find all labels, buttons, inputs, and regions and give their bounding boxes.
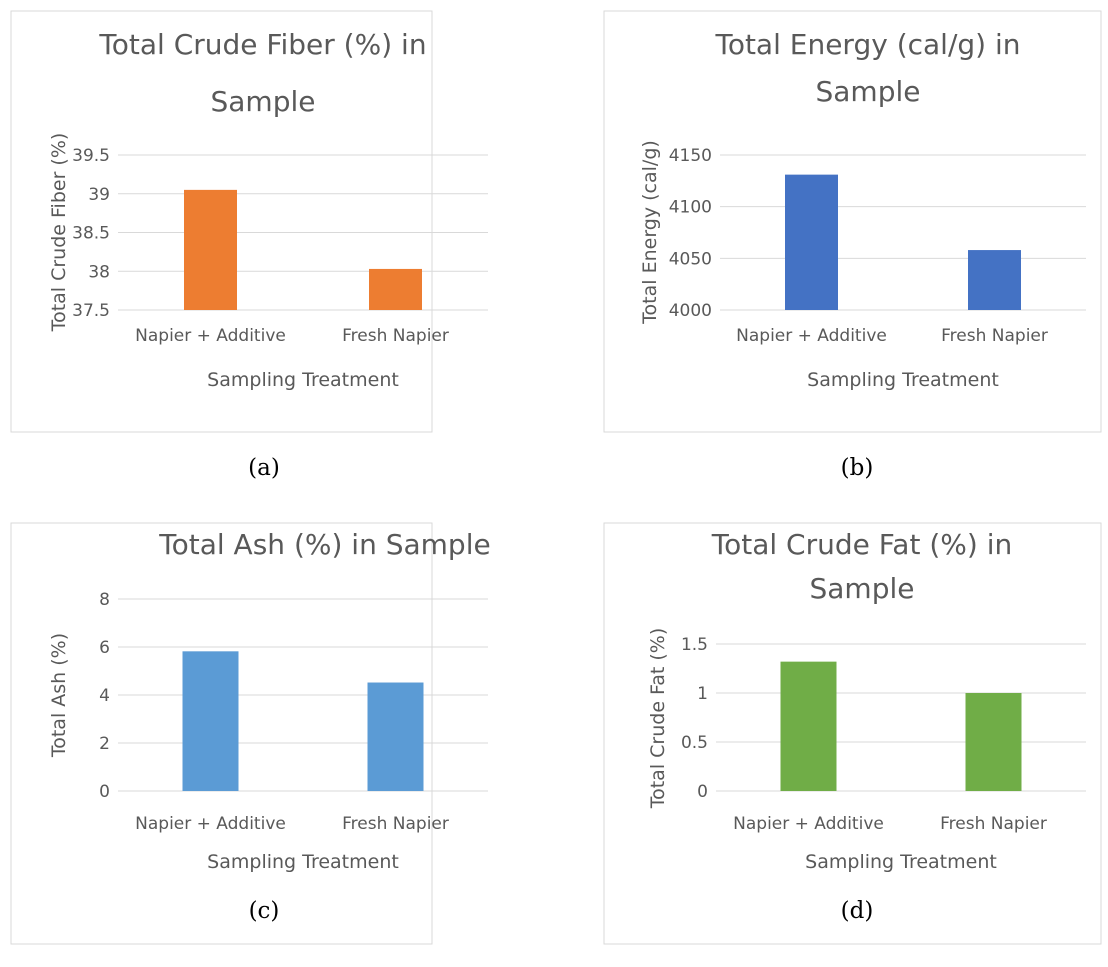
bar (367, 682, 424, 791)
y-tick-label: 1 (697, 684, 708, 704)
y-tick-label: 4050 (669, 249, 712, 269)
bar (968, 250, 1021, 310)
y-tick-label: 0.5 (681, 733, 708, 753)
y-tick-label: 4150 (669, 146, 712, 166)
y-tick-label: 4 (99, 686, 110, 706)
bar (965, 693, 1022, 791)
chart-frame (10, 10, 433, 433)
bar (780, 661, 837, 791)
y-tick-label: 4100 (669, 198, 712, 218)
y-tick-label: 2 (99, 734, 110, 754)
chart-title: Total Crude Fiber (%) in (98, 28, 426, 61)
y-tick-label: 8 (99, 590, 110, 610)
bar (184, 189, 237, 310)
panel-caption: (c) (249, 898, 280, 924)
y-tick-label: 6 (99, 638, 110, 658)
panel-caption: (b) (841, 455, 874, 481)
bar (785, 174, 838, 310)
chart-title: Total Crude Fat (%) in (711, 528, 1012, 561)
x-tick-label: Napier + Additive (736, 326, 887, 346)
y-tick-label: 0 (99, 782, 110, 802)
x-tick-label: Fresh Napier (342, 326, 449, 346)
x-tick-label: Napier + Additive (733, 814, 884, 834)
y-tick-label: 38.5 (72, 224, 110, 244)
chart-title: Total Ash (%) in Sample (158, 528, 490, 561)
chart-panel-b: Total Energy (cal/g) in Sample 4000 4050 410… (603, 10, 1102, 433)
y-tick-label: 0 (697, 782, 708, 802)
chart-title: Sample (816, 75, 921, 108)
x-axis-label: Sampling Treatment (207, 369, 399, 391)
y-axis-label: Total Crude Fiber (%) (48, 133, 70, 333)
x-axis-label: Sampling Treatment (207, 851, 399, 873)
x-tick-label: Fresh Napier (342, 814, 449, 834)
bar (182, 651, 239, 791)
x-tick-label: Fresh Napier (940, 814, 1047, 834)
x-axis-label: Sampling Treatment (805, 851, 997, 873)
y-tick-label: 1.5 (681, 635, 708, 655)
x-tick-label: Napier + Additive (135, 814, 286, 834)
chart-frame (603, 522, 1102, 945)
y-axis-label: Total Ash (%) (48, 633, 70, 758)
panel-caption: (a) (248, 455, 280, 481)
bar (369, 268, 422, 310)
x-tick-label: Fresh Napier (941, 326, 1048, 346)
y-tick-label: 39.5 (72, 146, 110, 166)
chart-title: Sample (810, 572, 915, 605)
chart-title: Total Energy (cal/g) in (714, 28, 1020, 61)
y-tick-label: 37.5 (72, 301, 110, 321)
chart-panel-a: Total Crude Fiber (%) in Sample 37.5 38 38.5… (10, 10, 488, 433)
x-tick-label: Napier + Additive (135, 326, 286, 346)
chart-frame (10, 522, 433, 945)
panel-caption: (d) (841, 898, 874, 924)
chart-panel-d: Total Crude Fat (%) in Sample 0 0.5 1 1.5 Napi… (603, 522, 1102, 945)
y-axis-label: Total Energy (cal/g) (639, 140, 661, 325)
y-tick-label: 4000 (669, 301, 712, 321)
x-axis-label: Sampling Treatment (807, 369, 999, 391)
y-tick-label: 38 (88, 262, 110, 282)
y-tick-label: 39 (88, 185, 110, 205)
chart-panel-c: Total Ash (%) in Sample 0 2 4 6 8 Napier + Add… (10, 522, 491, 945)
y-axis-label: Total Crude Fat (%) (647, 628, 669, 810)
chart-frame (603, 10, 1102, 433)
chart-title: Sample (211, 85, 316, 118)
